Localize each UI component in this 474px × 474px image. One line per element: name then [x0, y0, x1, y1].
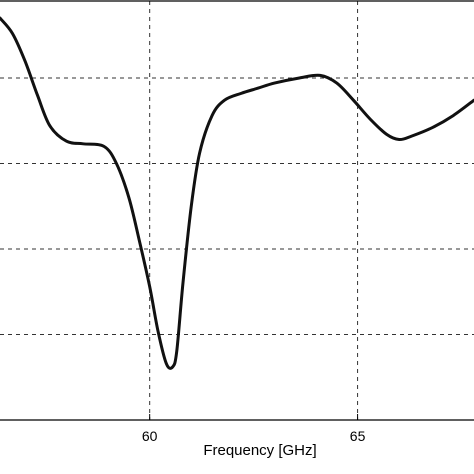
- x-tick-label-60: 60: [142, 428, 158, 444]
- x-axis-label: Frequency [GHz]: [203, 442, 316, 459]
- x-tick-label-65: 65: [350, 428, 366, 444]
- series-line: [0, 16, 474, 370]
- grid-lines: [0, 1, 474, 420]
- x-ticks: 60 65: [142, 414, 366, 444]
